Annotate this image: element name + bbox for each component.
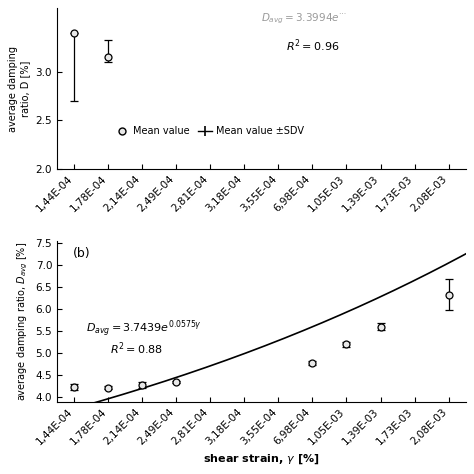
Text: $D_{avg}= 3.3994e^{\cdots}$: $D_{avg}= 3.3994e^{\cdots}$: [261, 11, 347, 26]
Text: $R^2 = 0.88$: $R^2 = 0.88$: [110, 340, 163, 357]
X-axis label: shear strain, $\gamma$ [%]: shear strain, $\gamma$ [%]: [203, 452, 319, 465]
Y-axis label: average damping
ratio, D [%]: average damping ratio, D [%]: [9, 46, 30, 132]
Text: $R^2 = 0.96$: $R^2 = 0.96$: [286, 37, 339, 54]
Y-axis label: average damping ratio, $D_{avg}$ [%]: average damping ratio, $D_{avg}$ [%]: [16, 242, 30, 401]
Text: $D_{avg} = 3.7439e^{0.0575\gamma}$: $D_{avg} = 3.7439e^{0.0575\gamma}$: [86, 318, 201, 339]
Text: (b): (b): [73, 247, 91, 260]
Legend: Mean value, Mean value ±SDV: Mean value, Mean value ±SDV: [111, 122, 308, 140]
